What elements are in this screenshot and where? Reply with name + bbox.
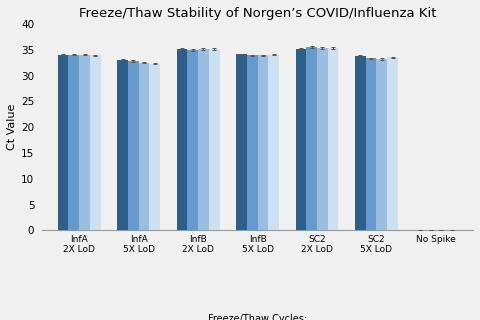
- Title: Freeze/Thaw Stability of Norgen’s COVID/Influenza Kit: Freeze/Thaw Stability of Norgen’s COVID/…: [79, 7, 436, 20]
- Bar: [128, 61, 139, 230]
- Bar: [117, 60, 128, 230]
- Bar: [198, 49, 209, 230]
- Bar: [366, 59, 376, 230]
- Bar: [177, 49, 187, 230]
- Bar: [209, 49, 219, 230]
- Bar: [376, 59, 387, 230]
- Bar: [387, 58, 398, 230]
- Bar: [149, 64, 160, 230]
- Bar: [236, 54, 247, 230]
- Bar: [258, 55, 268, 230]
- Y-axis label: Ct Value: Ct Value: [7, 104, 17, 150]
- Bar: [69, 55, 79, 230]
- Bar: [268, 55, 279, 230]
- Bar: [317, 48, 328, 230]
- Bar: [139, 63, 149, 230]
- Bar: [58, 55, 69, 230]
- Bar: [328, 48, 338, 230]
- Bar: [247, 55, 258, 230]
- Bar: [79, 55, 90, 230]
- Bar: [355, 56, 366, 230]
- Bar: [296, 49, 306, 230]
- Legend: Cycle1, Cycle2, Cycle3, Cycle4: Cycle1, Cycle2, Cycle3, Cycle4: [158, 314, 357, 320]
- Bar: [90, 55, 101, 230]
- Bar: [306, 47, 317, 230]
- Bar: [187, 50, 198, 230]
